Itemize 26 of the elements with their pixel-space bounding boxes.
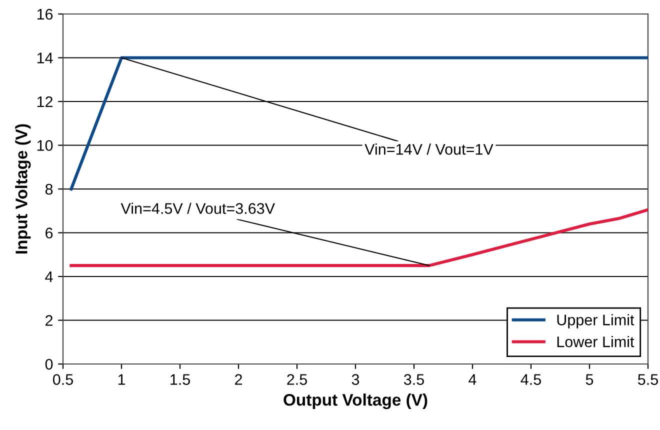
y-axis-title: Input Voltage (V)	[15, 124, 31, 254]
y-tick-label: 8	[45, 184, 53, 195]
x-tick-label: 0.5	[52, 374, 73, 385]
annotation: Vin=4.5V / Vout=3.63V	[120, 202, 275, 214]
y-tick-label: 16	[37, 8, 53, 20]
x-tick-label: 4	[468, 374, 476, 385]
annotation: Vin=14V / Vout=1V	[364, 144, 494, 155]
y-tick-label: 0	[45, 358, 53, 370]
y-tick-label: 10	[37, 140, 53, 151]
y-tick-label: 6	[46, 228, 53, 238]
y-tick-label: 2	[46, 315, 53, 326]
legend-label: Lower Limit	[557, 336, 634, 348]
x-tick-label: 4.5	[520, 374, 541, 385]
x-tick-label: 2	[235, 374, 242, 385]
x-tick-label: 3.5	[404, 374, 424, 385]
x-tick-label: 5.5	[638, 374, 658, 385]
x-tick-label: 1	[118, 374, 126, 385]
x-tick-label: 1.5	[170, 374, 190, 385]
x-axis-title: Output Voltage (V)	[284, 394, 428, 410]
x-tick-label: 3	[352, 374, 360, 385]
y-tick-label: 14	[37, 52, 53, 64]
x-tick-label: 2.5	[287, 374, 307, 385]
y-tick-label: 12	[37, 96, 53, 108]
y-tick-label: 4	[45, 272, 53, 282]
x-tick-label: 5	[586, 374, 594, 385]
legend-label: Upper Limit	[557, 314, 634, 328]
